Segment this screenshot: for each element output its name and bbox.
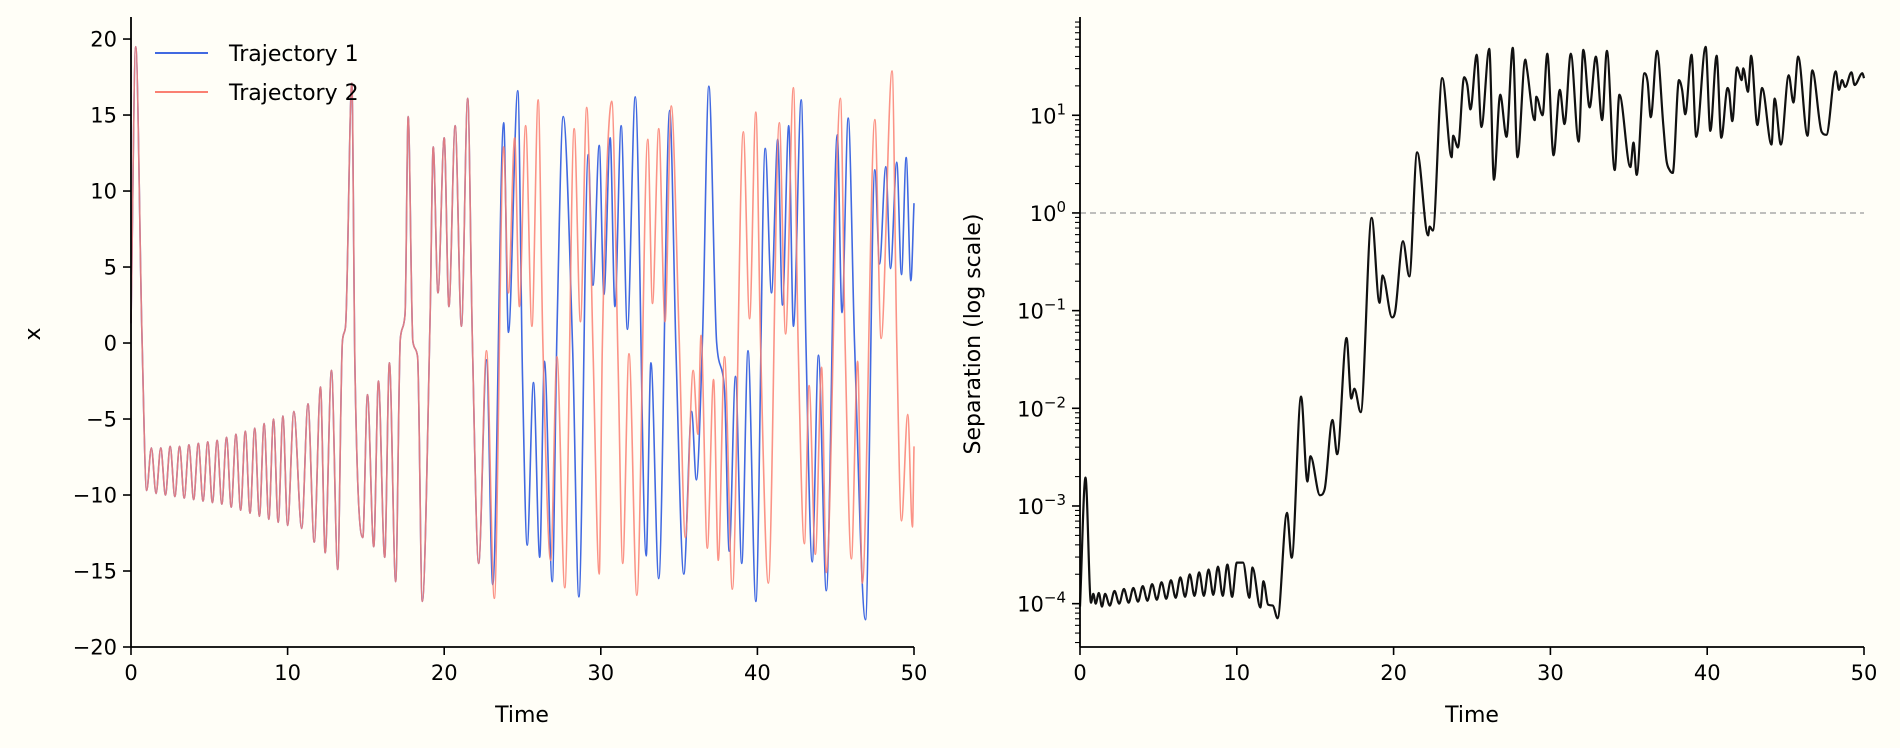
y-tick-label: 10 (90, 180, 117, 204)
y-tick-label: 10−2 (1017, 393, 1066, 421)
separation-lines (1078, 45, 1866, 620)
y-tick-label: 10−1 (1017, 296, 1066, 324)
y-tick-label: 0 (104, 332, 117, 356)
right-y-axis-label: Separation (log scale) (961, 214, 986, 455)
series-line-trajectory-2 (130, 45, 915, 603)
trajectory-lines (130, 45, 915, 621)
y-tick-label: 101 (1030, 100, 1066, 128)
y-tick-label: 15 (90, 104, 117, 128)
legend-label-trajectory-1: Trajectory 1 (228, 42, 359, 67)
x-tick-label: 50 (1851, 661, 1878, 685)
x-tick-label: 20 (431, 661, 458, 685)
y-tick-label: −5 (86, 408, 117, 432)
x-tick-label: 0 (1073, 661, 1086, 685)
y-tick-label: −10 (73, 484, 117, 508)
y-tick-label: 10−3 (1017, 491, 1066, 519)
left-y-axis-label: x (21, 327, 46, 340)
y-tick-label: 100 (1030, 198, 1066, 226)
x-tick-label: 40 (744, 661, 771, 685)
left-x-ticks: 0 10 20 30 40 50 (124, 647, 927, 685)
y-tick-label: 20 (90, 28, 117, 52)
legend: Trajectory 1 Trajectory 2 (155, 42, 359, 106)
y-tick-label: −15 (73, 560, 117, 584)
legend-label-trajectory-2: Trajectory 2 (228, 81, 359, 106)
series-line-separation (1078, 45, 1866, 620)
x-tick-label: 30 (1537, 661, 1564, 685)
trajectory-plot: 0 10 20 30 40 50 −20 −15 −10 −5 0 5 10 15 20 Time x T… (21, 17, 927, 728)
x-tick-label: 10 (1223, 661, 1250, 685)
left-x-axis-label: Time (494, 703, 549, 728)
left-y-ticks: −20 −15 −10 −5 0 5 10 15 20 (73, 28, 131, 660)
x-tick-label: 20 (1380, 661, 1407, 685)
x-tick-label: 10 (274, 661, 301, 685)
x-tick-label: 50 (901, 661, 928, 685)
x-tick-label: 30 (587, 661, 614, 685)
right-x-axis-label: Time (1444, 703, 1499, 728)
y-tick-label: −20 (73, 636, 117, 660)
x-tick-label: 0 (124, 661, 137, 685)
x-tick-label: 40 (1694, 661, 1721, 685)
y-tick-label: 10−4 (1017, 589, 1066, 617)
right-x-ticks: 0 10 20 30 40 50 (1073, 647, 1877, 685)
right-y-ticks: 10−4 10−3 10−2 10−1 100 101 (1017, 21, 1080, 644)
y-tick-label: 5 (104, 256, 117, 280)
